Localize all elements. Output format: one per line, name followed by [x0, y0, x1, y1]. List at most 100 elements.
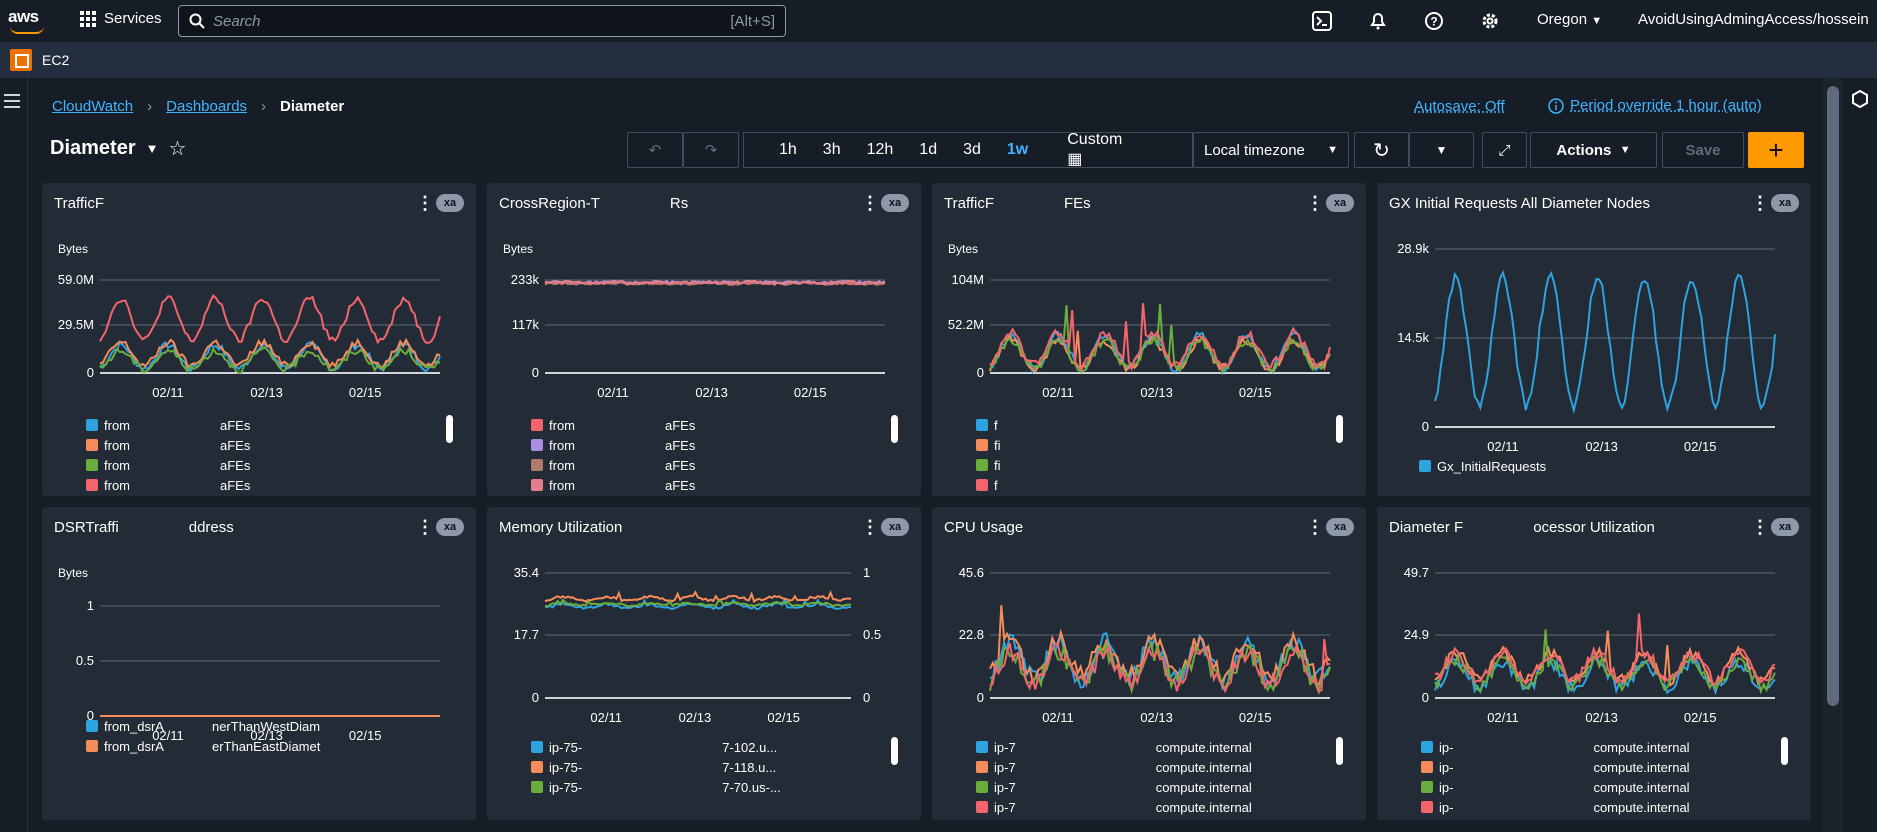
range-3h[interactable]: 3h: [822, 141, 841, 158]
legend-label-suffix: erThanEastDiamet: [211, 738, 321, 754]
legend-label: from: [549, 477, 575, 493]
legend-item[interactable]: f: [976, 475, 1001, 495]
widget-chart[interactable]: 104M 52.2M 0 02/11 02/13 02/15: [932, 183, 1366, 496]
legend-item[interactable]: ip-7 compute.internal: [976, 777, 1252, 797]
legend-item[interactable]: Gx_InitialRequests: [1419, 456, 1546, 476]
legend-item[interactable]: from aFEs: [86, 435, 250, 455]
redo-button[interactable]: ↷: [683, 132, 739, 168]
add-widget-button[interactable]: +: [1748, 132, 1804, 168]
legend-item[interactable]: from_dsrA nerThanWestDiam: [86, 716, 320, 736]
legend-item[interactable]: ip-7 compute.internal: [976, 737, 1252, 757]
legend-item[interactable]: from aFEs: [531, 435, 695, 455]
save-button[interactable]: Save: [1662, 132, 1744, 168]
legend-item[interactable]: from aFEs: [531, 415, 695, 435]
ec2-shortcut[interactable]: EC2: [42, 52, 70, 68]
menu-icon[interactable]: [4, 94, 20, 112]
legend-item[interactable]: fi: [976, 435, 1001, 455]
fullscreen-button[interactable]: ⤢: [1482, 132, 1527, 168]
widget-chart[interactable]: 45.6 22.8 0 02/11 02/13 02/15: [932, 507, 1366, 820]
widget-chart[interactable]: 49.7 24.9 0 02/11 02/13 02/15: [1377, 507, 1811, 820]
search-icon: [189, 13, 205, 29]
legend-label-suffix: aFEs: [220, 417, 251, 433]
legend-item[interactable]: from_dsrA erThanEastDiamet: [86, 736, 320, 756]
legend-scrollbar[interactable]: [446, 415, 453, 443]
refresh-button[interactable]: ↻: [1354, 132, 1409, 168]
dashboard-widget[interactable]: CPU Usage ⋮ xa 45.6 22.8 0 02/11 02/13 02/15 ip-7…: [932, 507, 1366, 820]
period-override[interactable]: Period override 1 hour (auto): [1548, 97, 1762, 114]
legend-scrollbar[interactable]: [1781, 737, 1788, 765]
actions-button[interactable]: Actions ▼: [1530, 132, 1657, 168]
dashboard-widget[interactable]: Memory Utilization ⋮ xa 35.4 17.7 0 1 0.5 0 02/11…: [487, 507, 921, 820]
widget-badge: xa: [881, 194, 909, 212]
legend-item[interactable]: from aFEs: [86, 415, 250, 435]
legend-label-suffix: 7-70.us-...: [722, 779, 781, 795]
autosave-toggle[interactable]: Autosave: Off: [1414, 98, 1505, 115]
legend-item[interactable]: from aFEs: [86, 455, 250, 475]
dashboard-widget[interactable]: TrafficF FEs ⋮ xa Bytes 104M 52.2M 0 02/11 02/13 0…: [932, 183, 1366, 496]
widget-chart[interactable]: 1 0.5 0 02/11 02/13 02/15: [42, 507, 476, 820]
right-rail: [1843, 78, 1877, 832]
range-1d[interactable]: 1d: [919, 141, 938, 158]
legend-scrollbar[interactable]: [1336, 415, 1343, 443]
refresh-options-button[interactable]: ▼: [1409, 132, 1474, 168]
services-menu-button[interactable]: Services: [80, 10, 162, 27]
star-icon[interactable]: ☆: [168, 138, 187, 160]
range-custom[interactable]: Custom ▦: [1041, 131, 1192, 169]
account-menu[interactable]: AvoidUsingAdmingAccess/hossein: [1638, 11, 1869, 28]
legend-item[interactable]: f: [976, 415, 1001, 435]
timezone-select[interactable]: Local timezone ▼: [1193, 132, 1349, 168]
caret-down-icon[interactable]: ▼: [145, 141, 159, 156]
dashboard-widget[interactable]: DSRTraffi ddress ⋮ xa Bytes 1 0.5 0 02/11 02/13 02…: [42, 507, 476, 820]
legend-scrollbar[interactable]: [891, 415, 898, 443]
range-1h[interactable]: 1h: [779, 141, 797, 158]
legend-item[interactable]: ip-75- 7-102.u...: [531, 737, 781, 757]
legend-scrollbar[interactable]: [1336, 737, 1343, 765]
widget-chart[interactable]: 59.0M 29.5M 0 02/11 02/13 02/15: [42, 183, 476, 496]
dashboard-widget[interactable]: TrafficF ⋮ xa Bytes 59.0M 29.5M 0 02/11 02/13 02/…: [42, 183, 476, 496]
aws-logo[interactable]: aws: [8, 7, 46, 35]
range-1w[interactable]: 1w: [1006, 141, 1029, 158]
legend-item[interactable]: from aFEs: [86, 475, 250, 495]
legend-item[interactable]: ip-compute.internal: [1421, 777, 1690, 797]
dashboard-widget[interactable]: GX Initial Requests All Diameter Nodes ⋮ x…: [1377, 183, 1811, 496]
region-selector[interactable]: Oregon ▼: [1537, 11, 1602, 28]
legend-label: from: [104, 477, 130, 493]
legend-item[interactable]: ip-7 compute.internal: [976, 797, 1252, 817]
legend-scrollbar[interactable]: [891, 737, 898, 765]
panel-toggle-icon[interactable]: [1851, 90, 1869, 108]
search-input[interactable]: Search [Alt+S]: [178, 5, 786, 37]
widget-legend: from aFEs from aFEs from aFEs from aFEs: [86, 415, 250, 495]
widget-chart[interactable]: 35.4 17.7 0 1 0.5 0 02/11 02/13 02/15: [487, 507, 921, 820]
legend-item[interactable]: ip-7 compute.internal: [976, 757, 1252, 777]
legend-item[interactable]: ip-compute.internal: [1421, 757, 1690, 777]
dashboard-widget[interactable]: CrossRegion-T Rs ⋮ xa Bytes 233k 117k 0 02/11 02/…: [487, 183, 921, 496]
cloudshell-icon[interactable]: [1311, 10, 1333, 32]
range-12h[interactable]: 12h: [866, 141, 894, 158]
bell-icon[interactable]: [1367, 10, 1389, 32]
page-scrollbar[interactable]: [1823, 78, 1843, 832]
legend-swatch: [1421, 761, 1433, 773]
legend-swatch: [1421, 741, 1433, 753]
ec2-icon[interactable]: [10, 49, 32, 71]
gear-icon[interactable]: [1479, 10, 1501, 32]
legend-item[interactable]: ip-75- 7-70.us-...: [531, 777, 781, 797]
legend-item[interactable]: from aFEs: [531, 475, 695, 495]
x-tick-label: 02/11: [1042, 710, 1074, 725]
legend-item[interactable]: fi: [976, 455, 1001, 475]
legend-label: f: [994, 477, 998, 493]
legend-item[interactable]: ip-compute.internal: [1421, 797, 1690, 817]
legend-swatch: [531, 761, 543, 773]
widget-chart[interactable]: 233k 117k 0 02/11 02/13 02/15: [487, 183, 921, 496]
legend-item[interactable]: from aFEs: [531, 455, 695, 475]
breadcrumb-cloudwatch[interactable]: CloudWatch: [52, 98, 134, 115]
legend-item[interactable]: ip-compute.internal: [1421, 737, 1690, 757]
x-tick-label: 02/15: [349, 385, 382, 400]
range-3d[interactable]: 3d: [963, 141, 981, 158]
breadcrumb-dashboards[interactable]: Dashboards: [166, 98, 248, 115]
help-icon[interactable]: ?: [1423, 10, 1445, 32]
undo-button[interactable]: ↶: [627, 132, 683, 168]
legend-label-suffix: aFEs: [220, 457, 251, 473]
legend-item[interactable]: ip-75- 7-118.u...: [531, 757, 781, 777]
widget-chart[interactable]: 28.9k 14.5k 0 02/11 02/13 02/15: [1377, 183, 1811, 496]
